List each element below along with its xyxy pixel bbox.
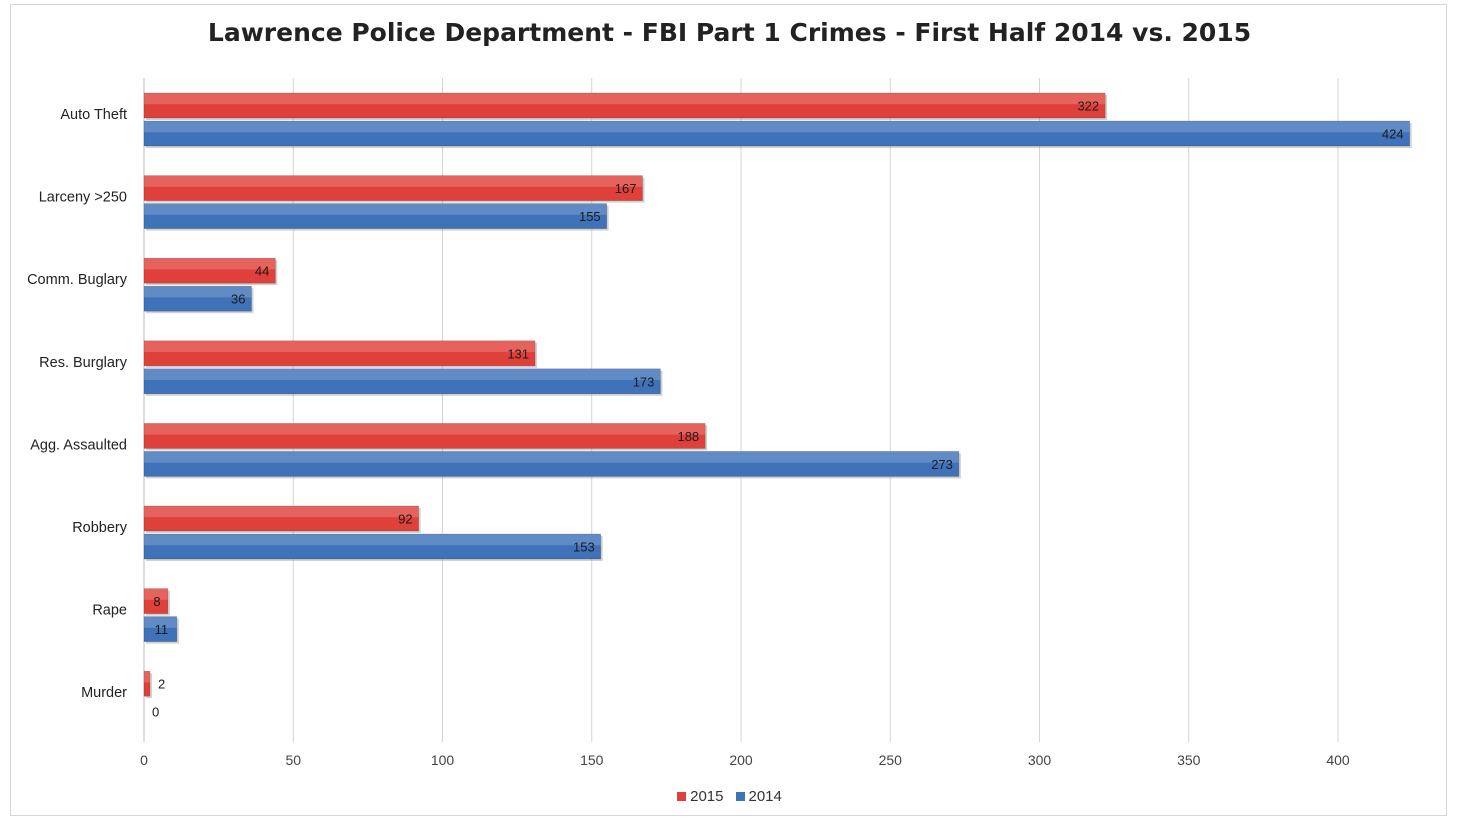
data-label: 131 — [507, 346, 529, 361]
data-label: 11 — [155, 622, 169, 637]
data-label: 167 — [615, 181, 637, 196]
data-label: 155 — [579, 209, 601, 224]
legend: 2015 2014 — [0, 788, 1459, 805]
bar-highlight — [144, 506, 419, 518]
x-tick-label: 250 — [879, 752, 903, 768]
category-label: Auto Theft — [60, 107, 127, 123]
data-label: 36 — [231, 292, 245, 307]
bar-2014 — [143, 285, 252, 312]
x-tick-label: 150 — [580, 752, 604, 768]
x-tick-label: 300 — [1028, 752, 1052, 768]
bar-2014 — [143, 368, 661, 395]
bar-highlight — [144, 616, 177, 628]
legend-label-2014: 2014 — [748, 788, 782, 805]
bar-highlight — [144, 588, 168, 600]
bar-highlight — [144, 368, 661, 381]
x-tick-label: 200 — [729, 752, 753, 768]
data-label: 2 — [158, 677, 165, 692]
bar-2014 — [143, 203, 607, 229]
legend-item-2014: 2014 — [735, 788, 782, 805]
data-label: 153 — [573, 540, 595, 555]
bar-2015 — [143, 92, 1106, 119]
bar-highlight — [144, 340, 536, 353]
legend-swatch-2014 — [735, 792, 745, 801]
bar-2015 — [143, 670, 151, 697]
data-label: 44 — [255, 264, 269, 279]
x-tick-label: 50 — [285, 752, 301, 768]
category-label: Res. Burglary — [39, 355, 128, 371]
bar-2015 — [143, 505, 419, 532]
bar-2014 — [143, 451, 960, 477]
bar-highlight — [144, 286, 252, 298]
bar-2014 — [143, 533, 602, 560]
category-label: Murder — [81, 685, 127, 701]
bar-2015 — [143, 588, 169, 614]
bar-highlight — [144, 121, 1410, 133]
bar-2015 — [143, 340, 536, 367]
data-label: 188 — [677, 429, 699, 444]
x-tick-label: 400 — [1326, 752, 1350, 768]
category-label: Agg. Assaulted — [30, 437, 127, 453]
bar-highlight — [144, 175, 643, 187]
data-label: 92 — [398, 512, 412, 527]
chart-title: Lawrence Police Department - FBI Part 1 … — [207, 18, 1252, 47]
bar-highlight — [144, 423, 706, 435]
bar-highlight — [144, 203, 607, 215]
x-tick-label: 100 — [431, 752, 455, 768]
bar-highlight — [144, 258, 276, 270]
data-label: 173 — [633, 374, 655, 389]
category-label: Larceny >250 — [39, 190, 127, 206]
data-label: 322 — [1077, 99, 1099, 114]
category-label: Robbery — [72, 520, 128, 536]
bar-2015 — [143, 257, 276, 284]
bar-highlight — [144, 93, 1106, 105]
data-label: 424 — [1382, 127, 1404, 142]
bar-highlight — [144, 671, 150, 683]
x-tick-label: 350 — [1177, 752, 1201, 768]
legend-swatch-2015 — [677, 792, 687, 801]
bar-highlight — [144, 534, 601, 546]
bar-highlight — [144, 451, 959, 463]
data-label: 8 — [153, 594, 160, 609]
bar-2014 — [143, 616, 178, 642]
bar-2015 — [143, 175, 643, 201]
x-tick-label: 0 — [140, 752, 148, 768]
data-label: 273 — [931, 457, 953, 472]
category-label: Rape — [92, 603, 127, 619]
bar-2014 — [143, 120, 1410, 147]
bar-2015 — [143, 423, 706, 449]
legend-label-2015: 2015 — [690, 788, 724, 805]
legend-item-2015: 2015 — [677, 788, 724, 805]
category-label: Comm. Buglary — [27, 272, 128, 288]
data-label: 0 — [152, 705, 159, 720]
